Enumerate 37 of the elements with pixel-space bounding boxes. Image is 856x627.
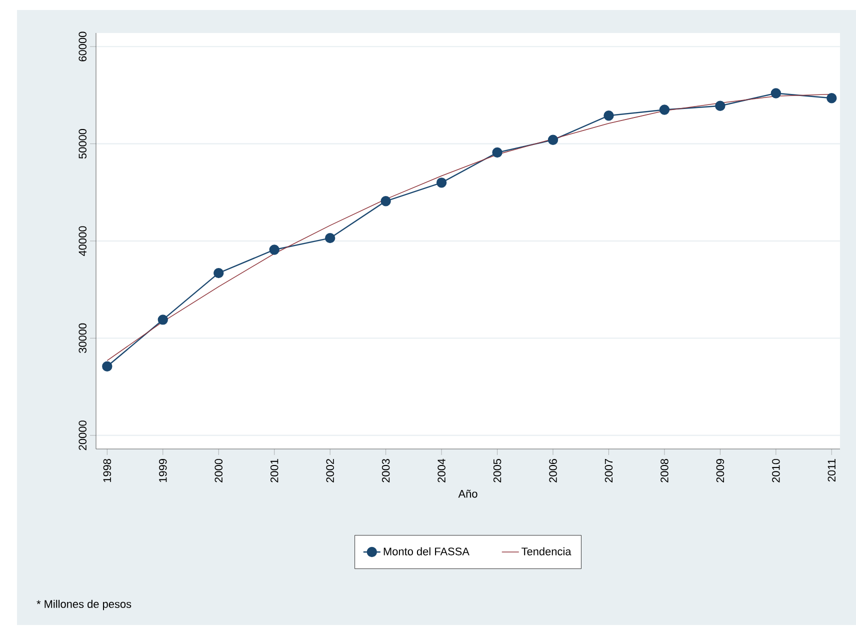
- x-tick-label: 2011: [828, 459, 836, 482]
- x-tick-label: 2001: [270, 459, 278, 482]
- legend-label: Tendencia: [522, 547, 572, 556]
- point: [436, 178, 447, 188]
- x-tick-label: 2007: [604, 459, 613, 482]
- point: [548, 134, 558, 145]
- legend-label: Monto del FASSA: [384, 547, 470, 556]
- x-tick-label: 2005: [493, 458, 502, 482]
- text: * Millones de pesos: [36, 600, 132, 610]
- x-tick-label: 2002: [326, 459, 334, 482]
- x-axis-title: Año: [458, 490, 478, 498]
- x-tick-label: 1998: [103, 458, 112, 482]
- point: [826, 93, 837, 104]
- x-tick-label: 1999: [159, 459, 167, 482]
- point: [158, 314, 168, 325]
- point: [380, 196, 391, 206]
- point: [715, 100, 726, 111]
- point: [770, 88, 782, 98]
- x-tick-label: 2004: [438, 458, 446, 482]
- point: [324, 232, 336, 244]
- x-tick-label: 2003: [382, 458, 390, 482]
- x-tick-label: 2008: [660, 458, 668, 482]
- y-tick-label: 20000: [78, 420, 86, 450]
- x-tick-label: 2000: [214, 458, 222, 482]
- x-tick-label: 2006: [549, 458, 557, 482]
- y-tick-label: 50000: [78, 128, 86, 159]
- point: [492, 147, 502, 158]
- y-tick-label: 30000: [78, 323, 86, 353]
- point: [604, 110, 614, 121]
- y-tick-label: 40000: [78, 226, 86, 256]
- y-tick-label: 60000: [78, 32, 86, 62]
- point: [659, 104, 670, 115]
- point: [269, 244, 280, 255]
- x-tick-label: 2009: [716, 459, 724, 482]
- x-tick-label: 2010: [772, 458, 780, 482]
- point: [214, 268, 224, 278]
- point: [102, 361, 112, 372]
